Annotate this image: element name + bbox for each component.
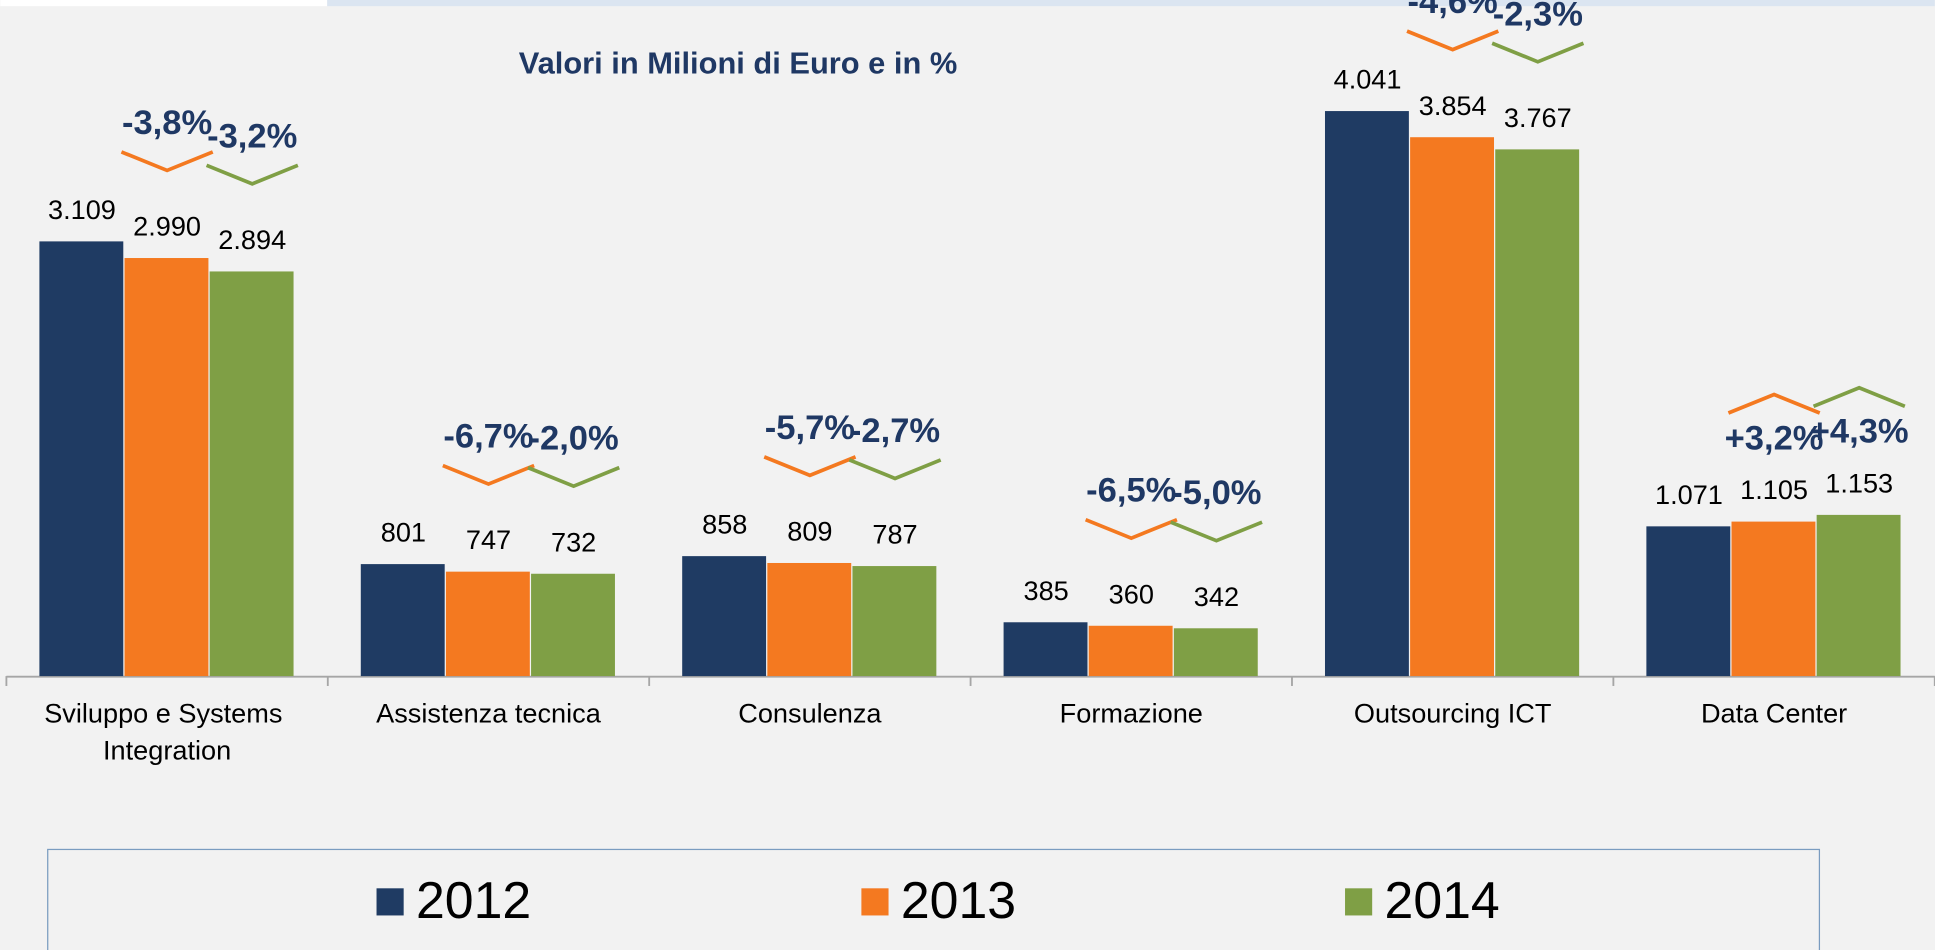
change-label: -2,3% — [1493, 0, 1583, 33]
change-label: -5,7% — [765, 409, 855, 447]
legend-swatch — [1345, 888, 1373, 916]
value-label: 1.071 — [1655, 479, 1723, 510]
value-label: 1.105 — [1740, 474, 1808, 505]
change-label: -3,8% — [122, 104, 212, 142]
change-chevron — [1491, 41, 1585, 64]
x-tick-label: Assistenza tecnica — [376, 698, 602, 729]
change-chevron — [442, 463, 535, 487]
change-label: -6,7% — [443, 418, 533, 456]
bar — [124, 258, 209, 677]
bar — [682, 556, 767, 677]
bar — [852, 566, 937, 677]
change-label: -5,0% — [1171, 474, 1261, 512]
bar — [1646, 526, 1731, 677]
bar — [1410, 137, 1495, 677]
legend-label: 2014 — [1385, 871, 1500, 929]
change-chevron — [848, 458, 942, 481]
bar — [360, 564, 445, 677]
value-label: 809 — [787, 516, 832, 547]
value-label: 732 — [551, 526, 596, 557]
legend-label: 2013 — [901, 871, 1016, 929]
change-label: -3,2% — [207, 117, 297, 155]
value-label: 3.767 — [1504, 102, 1572, 133]
value-label: 858 — [702, 509, 747, 540]
change-label: -2,0% — [529, 420, 619, 458]
value-label: 385 — [1024, 575, 1069, 606]
value-label: 2.990 — [133, 211, 201, 242]
x-tick-label-line: Integration — [103, 735, 231, 766]
top-strip — [327, 0, 1935, 7]
legend-box — [47, 848, 1821, 950]
change-chevron — [1084, 517, 1178, 541]
x-tick-label: Data Center — [1701, 698, 1847, 729]
x-tick-label: Formazione — [1060, 698, 1203, 729]
bar — [1731, 521, 1816, 677]
legend-label: 2012 — [416, 871, 531, 929]
change-chevron — [1170, 520, 1263, 543]
x-tick-label: Consulenza — [738, 698, 882, 729]
change-chevron — [1727, 392, 1821, 415]
bar — [209, 271, 294, 677]
change-chevron — [205, 163, 299, 186]
x-tick-label-line: Sviluppo e Systems — [44, 698, 290, 729]
change-chevron — [763, 455, 857, 478]
x-tick-label: Sviluppo e Systems Integration — [44, 698, 290, 766]
legend-swatch — [861, 888, 889, 916]
change-label: +4,3% — [1810, 413, 1909, 451]
value-label: 1.153 — [1825, 467, 1893, 498]
value-label: 787 — [872, 519, 917, 550]
bar — [445, 571, 530, 677]
value-label: 801 — [381, 517, 426, 548]
value-label: 342 — [1194, 581, 1239, 612]
change-chevron — [1406, 29, 1500, 52]
value-label: 2.894 — [218, 224, 286, 255]
value-label: 747 — [466, 524, 511, 555]
change-chevron — [527, 465, 620, 489]
change-label: +3,2% — [1725, 419, 1824, 457]
bar — [1324, 111, 1409, 677]
value-label: 4.041 — [1334, 64, 1402, 95]
bar — [1495, 149, 1580, 677]
bar — [1088, 625, 1173, 677]
top-strip-left — [0, 0, 328, 7]
x-tick-label: Outsourcing ICT — [1354, 698, 1551, 729]
bar — [1003, 622, 1088, 677]
bar — [531, 573, 615, 677]
change-label: -4,6% — [1408, 0, 1498, 21]
chart-title: Valori in Milioni di Euro e in % — [519, 46, 958, 81]
value-label: 3.854 — [1419, 90, 1487, 121]
bar — [1173, 628, 1258, 677]
bar — [1816, 514, 1901, 677]
bar — [767, 562, 852, 677]
change-chevron — [1812, 385, 1906, 409]
change-label: -6,5% — [1086, 472, 1176, 510]
bar — [39, 241, 124, 677]
change-chevron — [120, 150, 214, 173]
change-label: -2,7% — [850, 412, 940, 450]
value-label: 3.109 — [48, 194, 116, 225]
legend-swatch — [376, 888, 404, 916]
value-label: 360 — [1109, 578, 1154, 609]
